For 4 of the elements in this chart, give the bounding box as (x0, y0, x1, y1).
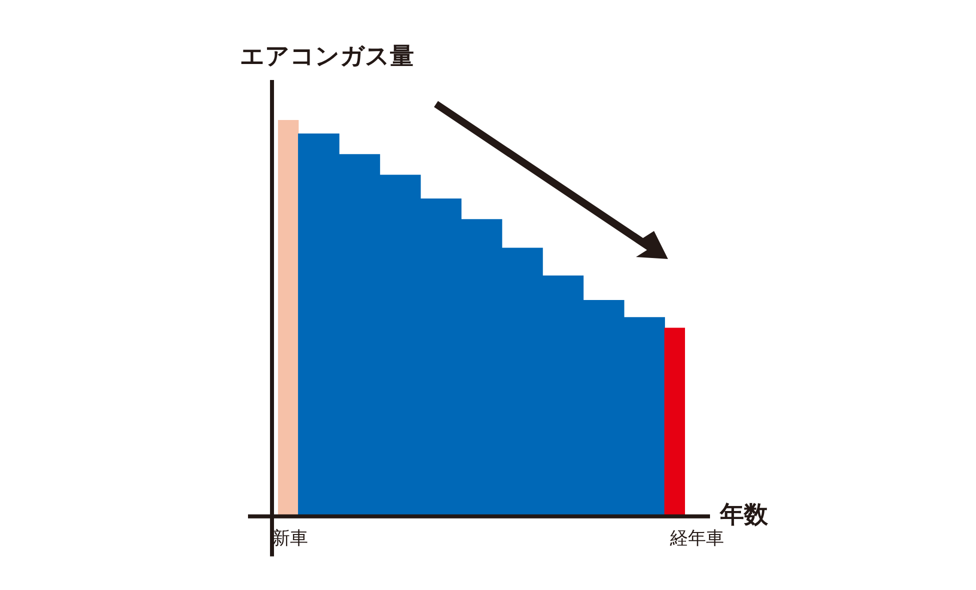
x-axis-title: 年数 (719, 500, 769, 529)
x-tick-label: 新車 (272, 528, 308, 549)
x-tick-label: 経年車 (669, 528, 724, 549)
y-axis-title: エアコンガス量 (240, 42, 414, 70)
